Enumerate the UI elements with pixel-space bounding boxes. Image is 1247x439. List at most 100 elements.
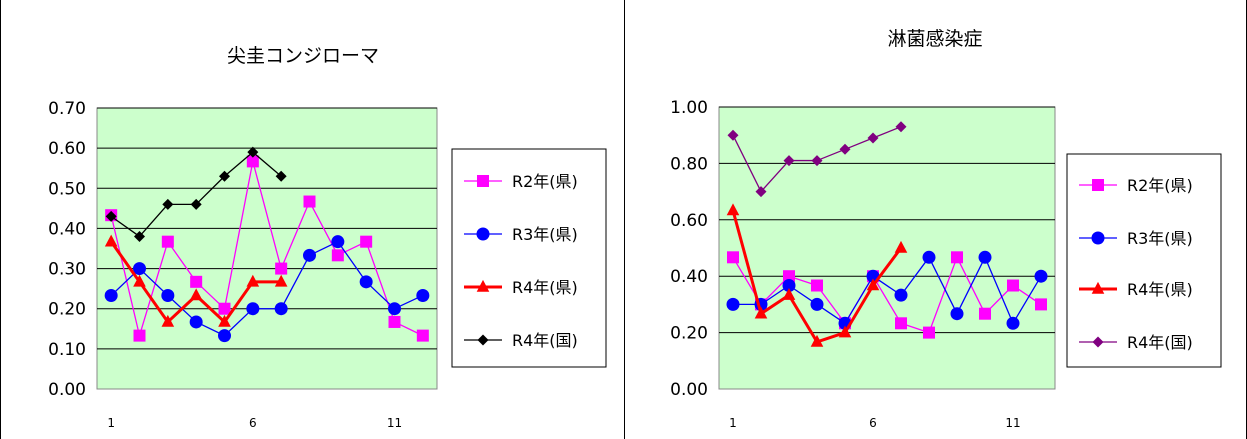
data-point: [275, 170, 287, 182]
data-point: [726, 203, 740, 216]
x-tick-label: 6: [869, 416, 877, 430]
series-2: [726, 203, 908, 347]
data-point: [923, 326, 935, 339]
chart-gonorrhea: 淋菌感染症 0.000.200.400.600.801.00 1 6 11 R2年(…: [670, 28, 1222, 430]
data-point: [161, 235, 174, 248]
legend-marker: [476, 227, 490, 241]
data-point: [190, 198, 202, 210]
data-point: [978, 250, 992, 264]
data-point: [218, 302, 231, 315]
legend-label: R4年(国): [1127, 333, 1193, 352]
legend: R2年(県) R3年(県) R4年(県) R4年(国): [1066, 153, 1222, 368]
chart-title: 尖圭コンジローマ: [227, 45, 379, 67]
legend-label: R2年(県): [1127, 176, 1193, 195]
y-tick-label: 0.40: [670, 267, 708, 287]
plot-background: [96, 107, 438, 390]
series-line: [110, 160, 424, 337]
data-point: [246, 302, 260, 316]
data-point: [922, 250, 936, 264]
data-point: [895, 121, 907, 133]
data-point: [360, 235, 373, 248]
series-1: [104, 235, 430, 343]
data-point: [303, 248, 316, 262]
y-tick-label: 0.30: [48, 260, 86, 280]
series-3: [727, 121, 907, 198]
y-tick-label: 0.00: [670, 380, 708, 400]
legend-label: R4年(県): [512, 278, 578, 297]
series-0: [727, 251, 1047, 339]
data-point: [726, 297, 740, 311]
plot-background: [718, 106, 1056, 390]
data-point: [388, 302, 401, 316]
legend-marker: [477, 175, 489, 187]
y-axis: 0.00 0.20 0.40 0.60 0.80 1.00: [670, 98, 708, 400]
y-tick-label: 0.60: [48, 139, 86, 159]
x-tick-label: 1: [729, 416, 737, 430]
data-point: [274, 302, 288, 316]
data-point: [866, 278, 880, 291]
x-tick-label: 1: [107, 416, 115, 430]
series-1: [726, 250, 1048, 330]
y-tick-label: 0.50: [48, 179, 86, 199]
legend-marker: [476, 279, 490, 292]
data-point: [811, 279, 823, 292]
legend-label: R2年(県): [512, 172, 578, 191]
data-point: [331, 235, 345, 249]
data-point: [727, 129, 739, 141]
chart-title: 淋菌感染症: [887, 28, 982, 50]
data-point: [388, 315, 401, 328]
data-point: [162, 198, 174, 210]
data-point: [1007, 279, 1019, 292]
legend-label: R3年(県): [1127, 229, 1193, 248]
series-line: [110, 241, 424, 337]
y-tick-label: 0.20: [48, 300, 86, 320]
data-point: [331, 249, 344, 262]
data-point: [275, 262, 288, 275]
y-tick-label: 0.40: [48, 219, 86, 239]
plot-area: [96, 107, 438, 390]
data-point: [782, 279, 796, 293]
data-point: [104, 288, 118, 302]
data-point: [782, 288, 796, 300]
x-tick-label: 6: [249, 416, 257, 430]
x-axis: 1 6 11: [107, 416, 402, 430]
series-3: [105, 146, 287, 242]
data-point: [105, 210, 117, 222]
data-point: [161, 314, 175, 327]
data-point: [839, 143, 851, 155]
y-tick-label: 0.70: [48, 99, 86, 119]
y-tick-label: 1.00: [670, 98, 708, 118]
y-tick-label: 0.20: [670, 324, 708, 344]
legend-label: R4年(県): [1127, 280, 1193, 299]
data-point: [219, 170, 230, 182]
data-point: [755, 186, 767, 198]
series-2: [104, 234, 288, 327]
data-point: [810, 297, 824, 311]
data-point: [783, 270, 795, 283]
data-point: [754, 306, 768, 319]
data-point: [134, 230, 145, 242]
legend-marker: [1091, 231, 1105, 245]
data-point: [247, 146, 259, 158]
y-tick-label: 0.80: [670, 154, 708, 174]
data-point: [246, 274, 260, 287]
data-point: [894, 288, 908, 302]
data-point: [218, 329, 231, 343]
data-point: [133, 274, 146, 287]
legend-marker: [477, 334, 489, 346]
data-point: [895, 317, 907, 330]
data-point: [189, 288, 203, 301]
legend-label: R4年(国): [512, 331, 578, 350]
data-point: [950, 307, 964, 321]
data-point: [416, 329, 429, 342]
data-point: [189, 315, 203, 329]
data-point: [133, 262, 146, 276]
data-point: [133, 329, 146, 342]
legend-marker: [1091, 281, 1105, 294]
plot-area: [718, 106, 1056, 390]
data-point: [303, 195, 316, 208]
data-point: [979, 307, 991, 320]
data-point: [274, 274, 288, 287]
chart-condyloma: 尖圭コンジローマ 0.00 0.10 0.20 0.30 0.40 0.50 0.60 0.7…: [48, 45, 607, 430]
